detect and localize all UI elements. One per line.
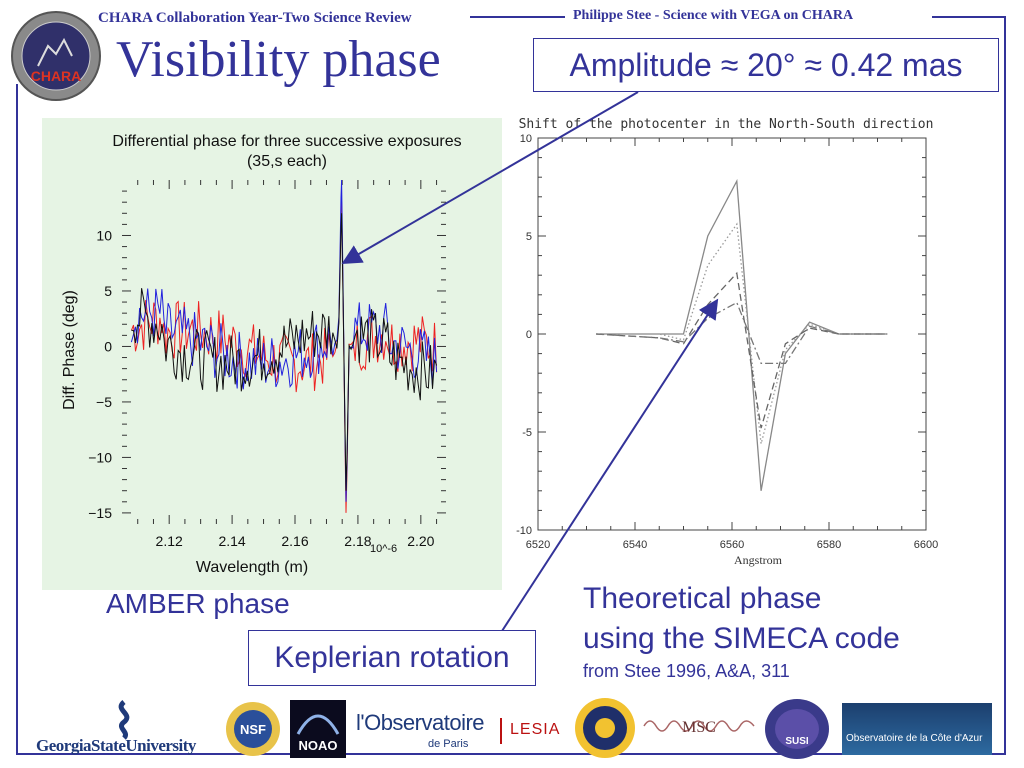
susi-logo: SUSI [765, 699, 829, 759]
noao-logo: NOAO [290, 700, 346, 758]
lesia-logo-text: LESIA [510, 721, 561, 738]
simeca-chart-xlabel: Angstrom [734, 553, 783, 567]
simeca-y-tick-label: -5 [522, 427, 532, 439]
frame-left-line [16, 84, 18, 754]
oca-logo: Observatoire de la Côte d'Azur [842, 703, 992, 755]
susi-logo-text: SUSI [785, 736, 809, 747]
msc-logo: MSC [643, 719, 755, 736]
keplerian-arrow [501, 298, 719, 632]
simeca-x-tick-label: 6560 [720, 539, 744, 551]
amber-chart-xscale: 10^-6 [370, 543, 397, 555]
simeca-y-tick-label: -10 [516, 525, 532, 537]
keplerian-rotation-box: Keplerian rotation [248, 630, 536, 686]
theoretical-phase-line1: Theoretical phase [583, 582, 822, 615]
observatoire-paris-logo: l'Observatoire de Paris [356, 708, 488, 758]
amber-x-tick-label: 2.14 [218, 533, 245, 549]
amber-x-tick-label: 2.18 [344, 533, 371, 549]
theoretical-phase-reference: from Stee 1996, A&A, 311 [583, 661, 790, 681]
page-title: Visibility phase [116, 31, 441, 88]
amber-series-line [130, 179, 438, 502]
michigan-seal-logo [575, 698, 635, 758]
amber-chart-subtitle: (35,s each) [247, 153, 327, 170]
nsf-logo-text: NSF [240, 722, 266, 737]
amber-series-line [131, 213, 438, 491]
amber-y-tick-label: 10 [96, 227, 112, 243]
simeca-x-tick-label: 6540 [623, 539, 647, 551]
simeca-x-tick-label: 6520 [526, 539, 550, 551]
simeca-x-tick-label: 6600 [914, 539, 938, 551]
amber-y-tick-label: 5 [104, 283, 112, 299]
amber-phase-label: AMBER phase [106, 588, 290, 619]
simeca-y-tick-label: 10 [520, 133, 532, 145]
simeca-series-line [596, 301, 888, 365]
gsu-logo-text: GeorgiaStateUniversity [36, 736, 196, 755]
amber-phase-chart: Differential phase for three successive … [42, 118, 502, 590]
frame-top-line-2 [932, 16, 1006, 18]
header-right-text: Philippe Stee - Science with VEGA on CHA… [573, 8, 854, 23]
frame-top-line-1 [470, 16, 565, 18]
amber-y-tick-label: 0 [104, 338, 112, 354]
chara-logo: CHARA [11, 11, 101, 101]
amber-x-tick-label: 2.16 [281, 533, 308, 549]
oca-logo-text: Observatoire de la Côte d'Azur [846, 733, 983, 744]
theoretical-phase-line2: using the SIMECA code [583, 622, 900, 655]
frame-right-line [1004, 16, 1006, 755]
amber-chart-title: Differential phase for three successive … [112, 133, 461, 150]
simeca-chart: Shift of the photocenter in the North-So… [516, 117, 938, 567]
simeca-y-tick-label: 5 [526, 231, 532, 243]
amber-x-tick-label: 2.20 [407, 533, 434, 549]
amber-y-tick-label: −15 [88, 505, 112, 521]
simeca-x-tick-label: 6580 [817, 539, 841, 551]
frame-bottom-line [16, 753, 1006, 755]
observatoire-paris-subtext: de Paris [428, 738, 469, 750]
header-left-text: CHARA Collaboration Year-Two Science Rev… [98, 10, 412, 26]
simeca-y-tick-label: 0 [526, 329, 532, 341]
observatoire-paris-text: l'Observatoire [356, 710, 485, 735]
gsu-logo: GeorgiaStateUniversity [36, 700, 216, 756]
amber-y-tick-label: −5 [96, 394, 112, 410]
msc-logo-text: MSC [682, 719, 716, 736]
amber-x-tick-label: 2.12 [156, 533, 183, 549]
noao-logo-text: NOAO [298, 738, 338, 753]
simeca-series-line [596, 271, 888, 429]
amber-y-tick-label: −10 [88, 449, 112, 465]
simeca-chart-title: Shift of the photocenter in the North-So… [519, 117, 934, 132]
lesia-logo: LESIA [500, 718, 570, 744]
nsf-logo: NSF [226, 702, 280, 756]
simeca-series-line [596, 222, 888, 444]
amplitude-arrow [341, 91, 639, 265]
amber-chart-xlabel: Wavelength (m) [196, 559, 308, 576]
amber-chart-ylabel: Diff. Phase (deg) [61, 290, 78, 410]
chara-logo-text: CHARA [31, 68, 82, 84]
amplitude-box: Amplitude ≈ 20° ≈ 0.42 mas [533, 38, 999, 92]
